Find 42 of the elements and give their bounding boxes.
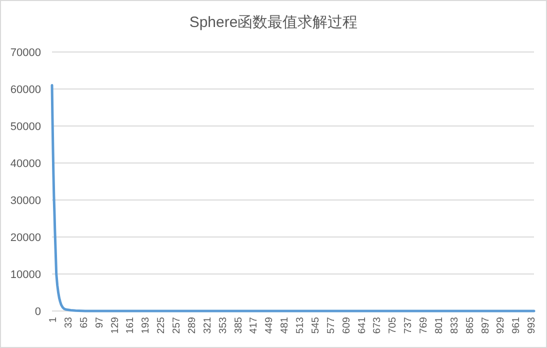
x-tick-label: 833 (449, 316, 460, 334)
x-tick-label: 33 (63, 316, 74, 328)
x-tick-label: 545 (310, 316, 322, 334)
x-tick-label: 897 (480, 316, 492, 334)
x-tick-label: 609 (341, 316, 352, 334)
x-tick-label: 865 (464, 316, 476, 334)
x-tick-label: 321 (202, 316, 214, 334)
x-tick-label: 961 (511, 316, 522, 334)
x-tick-label: 353 (218, 316, 229, 334)
chart-title: Sphere函数最值求解过程 (189, 14, 358, 31)
x-tick-label: 129 (110, 316, 121, 334)
x-tick-label: 65 (78, 316, 90, 328)
x-tick-label: 289 (186, 316, 198, 334)
x-tick-label: 385 (233, 316, 244, 334)
x-tick-label: 641 (356, 316, 368, 334)
x-tick-label: 1 (48, 316, 59, 323)
y-tick-label: 40000 (10, 158, 41, 170)
x-tick-label: 801 (434, 316, 445, 334)
y-tick-label: 50000 (10, 121, 41, 133)
y-tick-label: 20000 (10, 232, 41, 244)
y-tick-label: 60000 (10, 84, 41, 96)
x-tick-label: 993 (526, 316, 538, 334)
x-tick-label: 97 (94, 316, 106, 328)
x-tick-label: 705 (388, 316, 399, 334)
y-tick-label: 30000 (10, 195, 41, 207)
x-tick-label: 737 (403, 316, 414, 334)
x-tick-label: 513 (295, 316, 306, 334)
x-tick-label: 161 (125, 316, 136, 334)
x-tick-label: 769 (418, 316, 430, 334)
x-tick-label: 193 (140, 316, 152, 334)
y-tick-label: 0 (34, 306, 41, 318)
x-tick-label: 257 (172, 316, 183, 334)
x-tick-label: 449 (264, 316, 276, 334)
line-series (50, 84, 536, 312)
x-tick-label: 417 (248, 316, 260, 334)
x-tick-label: 481 (280, 316, 291, 334)
y-tick-label: 70000 (10, 47, 41, 59)
y-tick-label: 10000 (10, 269, 41, 281)
x-tick-label: 929 (496, 316, 507, 334)
x-tick-label: 225 (156, 316, 168, 334)
x-tick-label: 577 (326, 316, 337, 334)
x-tick-label: 673 (372, 316, 384, 334)
